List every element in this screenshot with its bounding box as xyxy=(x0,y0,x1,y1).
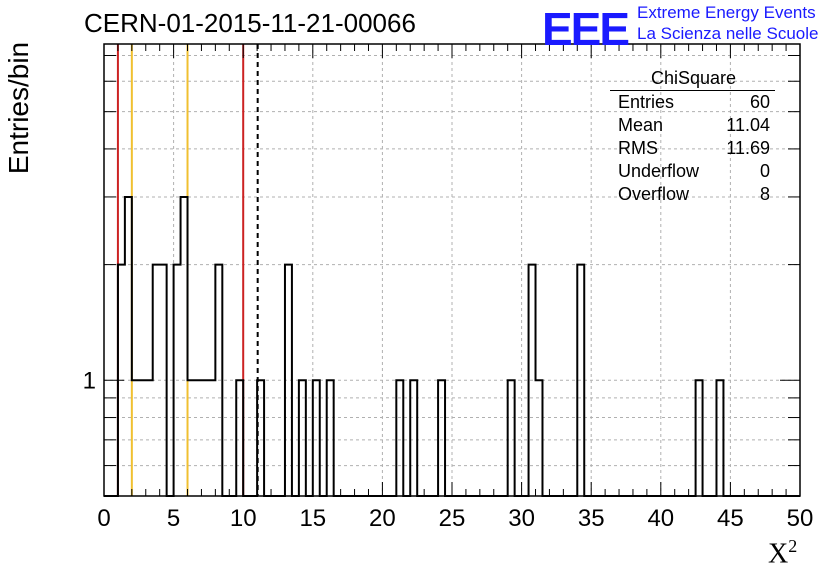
stats-row-rms: RMS 11.69 xyxy=(618,138,770,159)
stats-value: 11.04 xyxy=(726,115,770,135)
x-tick-label: 35 xyxy=(578,505,605,532)
x-tick-label: 20 xyxy=(369,505,396,532)
stats-row-overflow: Overflow 8 xyxy=(618,184,770,205)
logo-line-1: Extreme Energy Events xyxy=(637,3,816,22)
eee-logo: EEE xyxy=(542,3,630,55)
x-tick-label: 15 xyxy=(299,505,326,532)
axis-ticks xyxy=(103,44,801,496)
stats-value: 0 xyxy=(759,161,770,181)
stats-label: Overflow xyxy=(618,184,690,204)
stats-value: 60 xyxy=(749,92,770,112)
stats-row-underflow: Underflow 0 xyxy=(618,161,770,182)
stats-box-title: ChiSquare xyxy=(650,68,737,88)
chart-title: CERN-01-2015-11-21-00066 xyxy=(84,8,416,38)
x-axis-label-superscript: 2 xyxy=(788,536,798,556)
x-axis-label: X2 xyxy=(768,536,797,570)
stats-label: Entries xyxy=(618,92,675,112)
x-tick-label: 45 xyxy=(717,505,744,532)
x-tick-labels: 0 5 10 15 20 25 30 35 40 45 50 xyxy=(97,505,813,532)
x-tick-label: 25 xyxy=(439,505,466,532)
grid xyxy=(104,44,800,496)
stats-value: 8 xyxy=(759,184,770,204)
x-axis-label-base: X xyxy=(768,538,789,570)
x-tick-label: 30 xyxy=(508,505,535,532)
x-tick-label: 10 xyxy=(230,505,257,532)
x-tick-label: 0 xyxy=(97,505,110,532)
x-tick-label: 40 xyxy=(647,505,674,532)
stats-row-entries: Entries 60 xyxy=(618,92,770,113)
x-tick-label: 5 xyxy=(167,505,180,532)
x-tick-label: 50 xyxy=(787,505,814,532)
logo-line-2: La Scienza nelle Scuole xyxy=(637,24,819,43)
stats-label: RMS xyxy=(618,138,658,158)
stats-value: 11.69 xyxy=(726,138,770,158)
y-tick-labels: 1 xyxy=(83,367,96,394)
stats-label: Underflow xyxy=(618,161,700,181)
y-tick-label: 1 xyxy=(83,367,96,394)
y-axis-label: Entries/bin xyxy=(3,41,34,175)
stats-box-rule xyxy=(610,90,775,91)
stats-row-mean: Mean 11.04 xyxy=(618,115,770,136)
stats-label: Mean xyxy=(618,115,664,135)
